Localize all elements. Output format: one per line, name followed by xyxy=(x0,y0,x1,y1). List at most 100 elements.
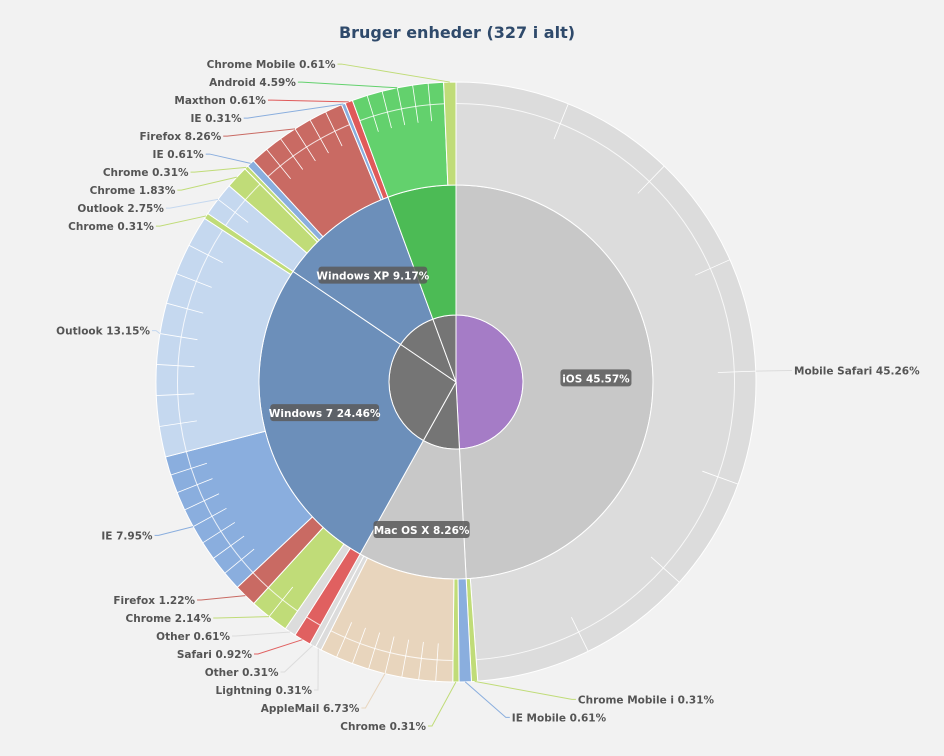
leader-line-android-chrome-mobile-1 xyxy=(337,63,450,83)
browser-label-windows-7-ie-4: IE 7.95% xyxy=(101,530,153,542)
leader-line-android-android-0 xyxy=(297,81,398,89)
chart-title: Bruger enheder (327 i alt) xyxy=(339,23,575,42)
browser-label-windows-xp-chrome-2: Chrome 0.31% xyxy=(103,167,189,179)
slice-band xyxy=(244,183,261,201)
slice-divider xyxy=(366,95,379,132)
leader-line-mac-os-x-lightning-3 xyxy=(314,648,319,691)
browser-label-windows-7-safari-0: Safari 0.92% xyxy=(177,649,253,661)
slice-divider xyxy=(381,91,392,129)
slice-divider xyxy=(650,556,680,583)
os-label-ios: iOS 45.57% xyxy=(560,369,632,387)
slice-divider xyxy=(294,128,316,162)
leader-line-windows-7-chrome-2 xyxy=(213,616,270,619)
os-label-text-windows-7: Windows 7 24.46% xyxy=(269,408,381,420)
leader-line-windows-xp-outlook-0 xyxy=(165,198,219,209)
slice-divider xyxy=(396,87,406,126)
slice-divider xyxy=(384,636,395,674)
leader-line-windows-xp-maxthon-6 xyxy=(267,99,349,103)
slice-divider xyxy=(412,85,419,123)
slice-divider xyxy=(266,149,291,180)
slice-band xyxy=(252,572,269,589)
leader-line-ios-mobile-safari-0 xyxy=(755,369,792,372)
leader-line-windows-xp-firefox-4 xyxy=(223,128,296,137)
slice-divider xyxy=(352,627,366,664)
browser-label-windows-7-firefox-3: Firefox 1.22% xyxy=(113,595,195,607)
os-label-bg xyxy=(373,521,470,539)
slice-divider xyxy=(637,165,665,194)
browser-slice-ios-mobile-safari-0[interactable] xyxy=(455,81,757,682)
slice-divider xyxy=(571,617,589,652)
leader-line-windows-7-other-1 xyxy=(231,631,291,637)
os-label-bg xyxy=(270,404,380,422)
browser-label-windows-xp-ie-5: IE 0.31% xyxy=(190,113,242,125)
slice-band xyxy=(225,199,246,226)
leader-line-mac-os-x-other-4 xyxy=(280,645,314,673)
browser-label-android-chrome-mobile-1: Chrome Mobile 0.61% xyxy=(207,59,336,71)
slice-divider xyxy=(325,111,343,147)
slice-divider xyxy=(695,259,731,276)
browser-label-mac-os-x-lightning-3: Lightning 0.31% xyxy=(216,685,313,697)
browser-label-android-android-0: Android 4.59% xyxy=(209,77,296,89)
slice-divider xyxy=(553,103,569,140)
leader-line-windows-7-firefox-3 xyxy=(197,595,246,601)
leader-line-mac-os-x-ie-mobile-0 xyxy=(464,681,510,718)
leader-line-windows-xp-chrome-2 xyxy=(190,166,247,173)
leader-line-mac-os-x-applemail-2 xyxy=(361,673,386,709)
os-label-text-mac-os-x: Mac OS X 8.26% xyxy=(374,525,470,537)
slice-divider xyxy=(188,244,223,263)
os-label-mac-os-x: Mac OS X 8.26% xyxy=(373,521,470,539)
leader-line-windows-xp-ie-3 xyxy=(205,153,251,164)
slice-divider xyxy=(401,639,410,678)
os-label-bg xyxy=(318,266,428,284)
slice-divider xyxy=(170,462,208,476)
slice-divider xyxy=(202,522,236,544)
browser-label-windows-7-outlook-5: Outlook 13.15% xyxy=(56,326,150,338)
slice-divider xyxy=(435,643,439,682)
slice-divider xyxy=(213,535,245,559)
slice-divider xyxy=(309,119,329,154)
slice-band xyxy=(306,616,321,626)
slice-divider xyxy=(217,199,249,223)
slice-divider xyxy=(177,478,213,494)
slice-divider xyxy=(156,364,195,368)
slice-divider xyxy=(368,632,381,670)
slice-divider xyxy=(166,302,204,314)
os-label-text-windows-xp: Windows XP 9.17% xyxy=(316,271,429,283)
leader-line-windows-7-chrome-6 xyxy=(155,215,207,227)
browser-label-windows-xp-chrome-1: Chrome 1.83% xyxy=(90,185,176,197)
slice-divider xyxy=(717,370,756,373)
browser-label-windows-7-other-1: Other 0.61% xyxy=(156,631,230,643)
leader-line-windows-7-safari-0 xyxy=(254,639,303,655)
browser-label-windows-xp-maxthon-6: Maxthon 0.61% xyxy=(174,95,266,107)
browser-label-windows-7-chrome-2: Chrome 2.14% xyxy=(126,613,212,625)
slice-band xyxy=(267,587,298,612)
slice-divider xyxy=(176,273,212,288)
browser-label-windows-xp-ie-3: IE 0.61% xyxy=(153,149,205,161)
browser-label-mac-os-x-other-4: Other 0.31% xyxy=(205,667,279,679)
browser-label-ios-chrome-mobile-i-1: Chrome Mobile i 0.31% xyxy=(578,694,715,706)
browser-label-mac-os-x-applemail-2: AppleMail 6.73% xyxy=(261,703,360,715)
leader-line-mac-os-x-chrome-1 xyxy=(428,681,457,727)
browser-label-windows-xp-firefox-4: Firefox 8.26% xyxy=(140,131,222,143)
slice-band xyxy=(177,229,223,452)
leader-line-windows-xp-chrome-1 xyxy=(177,176,237,191)
browser-label-windows-xp-outlook-0: Outlook 2.75% xyxy=(77,203,164,215)
slice-divider xyxy=(156,393,195,396)
browser-label-mac-os-x-chrome-1: Chrome 0.31% xyxy=(340,721,426,733)
slice-divider xyxy=(192,507,227,528)
slice-divider xyxy=(224,548,255,574)
slice-divider xyxy=(427,83,433,122)
slice-divider xyxy=(159,420,197,427)
browser-label-mac-os-x-ie-mobile-0: IE Mobile 0.61% xyxy=(512,712,607,724)
os-label-windows-xp: Windows XP 9.17% xyxy=(316,266,430,284)
os-label-bg xyxy=(560,369,632,387)
slice-divider xyxy=(268,586,294,617)
leader-line-windows-xp-ie-5 xyxy=(243,103,344,119)
leader-line-windows-7-ie-4 xyxy=(154,526,194,536)
os-label-windows-7: Windows 7 24.46% xyxy=(269,404,381,422)
slice-divider xyxy=(184,493,220,511)
leader-line-ios-chrome-mobile-i-1 xyxy=(474,680,576,700)
slice-divider xyxy=(280,138,304,170)
